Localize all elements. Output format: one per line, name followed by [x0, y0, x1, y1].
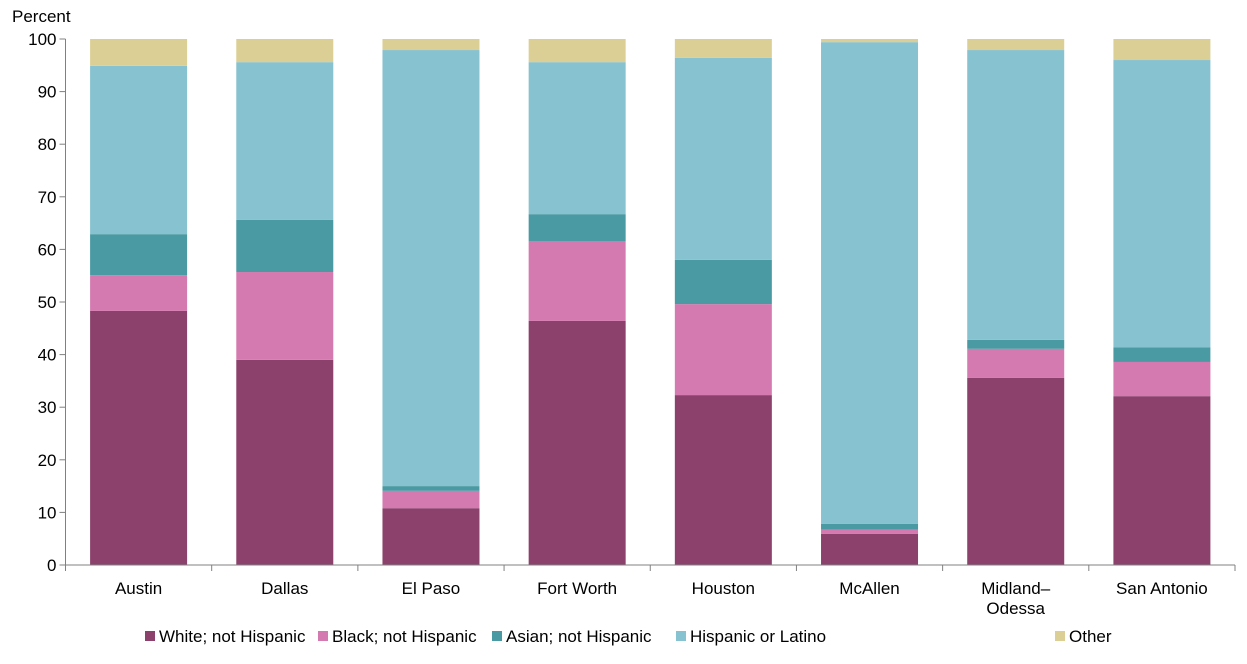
bar-segment	[674, 304, 772, 396]
x-tick-label-line: Fort Worth	[537, 579, 617, 598]
legend-label: Other	[1069, 627, 1112, 646]
legend-swatch	[145, 631, 155, 641]
y-tick-label: 40	[38, 346, 57, 365]
x-tick-label: Dallas	[261, 579, 308, 598]
y-tick-label: 20	[38, 451, 57, 470]
bar-segment	[382, 486, 480, 491]
bar-segment	[236, 359, 334, 565]
bar-segment	[528, 62, 626, 215]
bar-segment	[1113, 60, 1211, 348]
bar-segment	[967, 348, 1065, 378]
y-tick-label: 10	[38, 503, 57, 522]
bar-segment	[528, 214, 626, 241]
bar-segment	[1113, 361, 1211, 397]
bar-segment	[821, 529, 919, 534]
x-tick-label: El Paso	[402, 579, 461, 598]
x-tick-label-line: Midland–	[981, 579, 1051, 598]
legend-item: Hispanic or Latino	[676, 627, 826, 646]
x-tick-label-line: El Paso	[402, 579, 461, 598]
x-tick-label-line: Austin	[115, 579, 162, 598]
bar-segment	[967, 50, 1065, 340]
bar-segment	[528, 39, 626, 63]
bar-segment	[382, 39, 480, 51]
bar-segment	[821, 39, 919, 43]
legend-swatch	[318, 631, 328, 641]
x-tick-label: Fort Worth	[537, 579, 617, 598]
y-axis-label: Percent	[12, 7, 71, 26]
legend-item: Other	[1055, 627, 1112, 646]
y-tick-label: 50	[38, 293, 57, 312]
bar-segment	[236, 62, 334, 220]
x-tick-label: San Antonio	[1116, 579, 1208, 598]
x-tick-label-line: Odessa	[986, 599, 1045, 618]
bar-segment	[90, 275, 188, 311]
bar-segment	[967, 377, 1065, 565]
bar-segment	[821, 523, 919, 530]
bar-segment	[236, 39, 334, 63]
bar-segment	[382, 490, 480, 509]
legend-label: Hispanic or Latino	[690, 627, 826, 646]
y-tick-label: 70	[38, 188, 57, 207]
legend-item: White; not Hispanic	[145, 627, 306, 646]
x-tick-label-line: Dallas	[261, 579, 308, 598]
legend-item: Asian; not Hispanic	[492, 627, 652, 646]
bar-segment	[674, 39, 772, 58]
bar-segment	[528, 240, 626, 321]
x-tick-label: Houston	[692, 579, 755, 598]
y-tick-label: 60	[38, 240, 57, 259]
legend-item: Black; not Hispanic	[318, 627, 477, 646]
bar-segment	[90, 310, 188, 565]
bar-segment	[674, 57, 772, 260]
y-tick-label: 30	[38, 398, 57, 417]
legend-label: White; not Hispanic	[159, 627, 306, 646]
legend-label: Asian; not Hispanic	[506, 627, 652, 646]
bar-segment	[90, 65, 188, 235]
bar-segment	[382, 508, 480, 565]
bar-segment	[1113, 39, 1211, 61]
y-tick-label: 0	[47, 556, 56, 575]
legend-label: Black; not Hispanic	[332, 627, 477, 646]
bar-segment	[674, 395, 772, 565]
bar-segment	[967, 39, 1065, 51]
bar-segment	[967, 339, 1065, 349]
bar-segment	[674, 259, 772, 305]
legend-swatch	[492, 631, 502, 641]
x-tick-label-line: Houston	[692, 579, 755, 598]
bar-segment	[90, 39, 188, 66]
bar-segment	[382, 50, 480, 487]
x-tick-label-line: San Antonio	[1116, 579, 1208, 598]
bar-segment	[821, 533, 919, 565]
y-tick-label: 90	[38, 83, 57, 102]
legend-swatch	[676, 631, 686, 641]
y-tick-label: 100	[28, 30, 56, 49]
y-tick-label: 80	[38, 135, 57, 154]
x-tick-label: Austin	[115, 579, 162, 598]
bar-segment	[1113, 347, 1211, 362]
bar-segment	[236, 272, 334, 360]
bar-segment	[236, 219, 334, 273]
x-tick-label: McAllen	[839, 579, 899, 598]
x-tick-label: Midland– Odessa	[981, 579, 1051, 618]
bar-segment	[528, 320, 626, 565]
x-tick-label-line: McAllen	[839, 579, 899, 598]
bar-segment	[1113, 396, 1211, 565]
bar-segment	[90, 234, 188, 276]
legend-swatch	[1055, 631, 1065, 641]
bar-segment	[821, 42, 919, 524]
